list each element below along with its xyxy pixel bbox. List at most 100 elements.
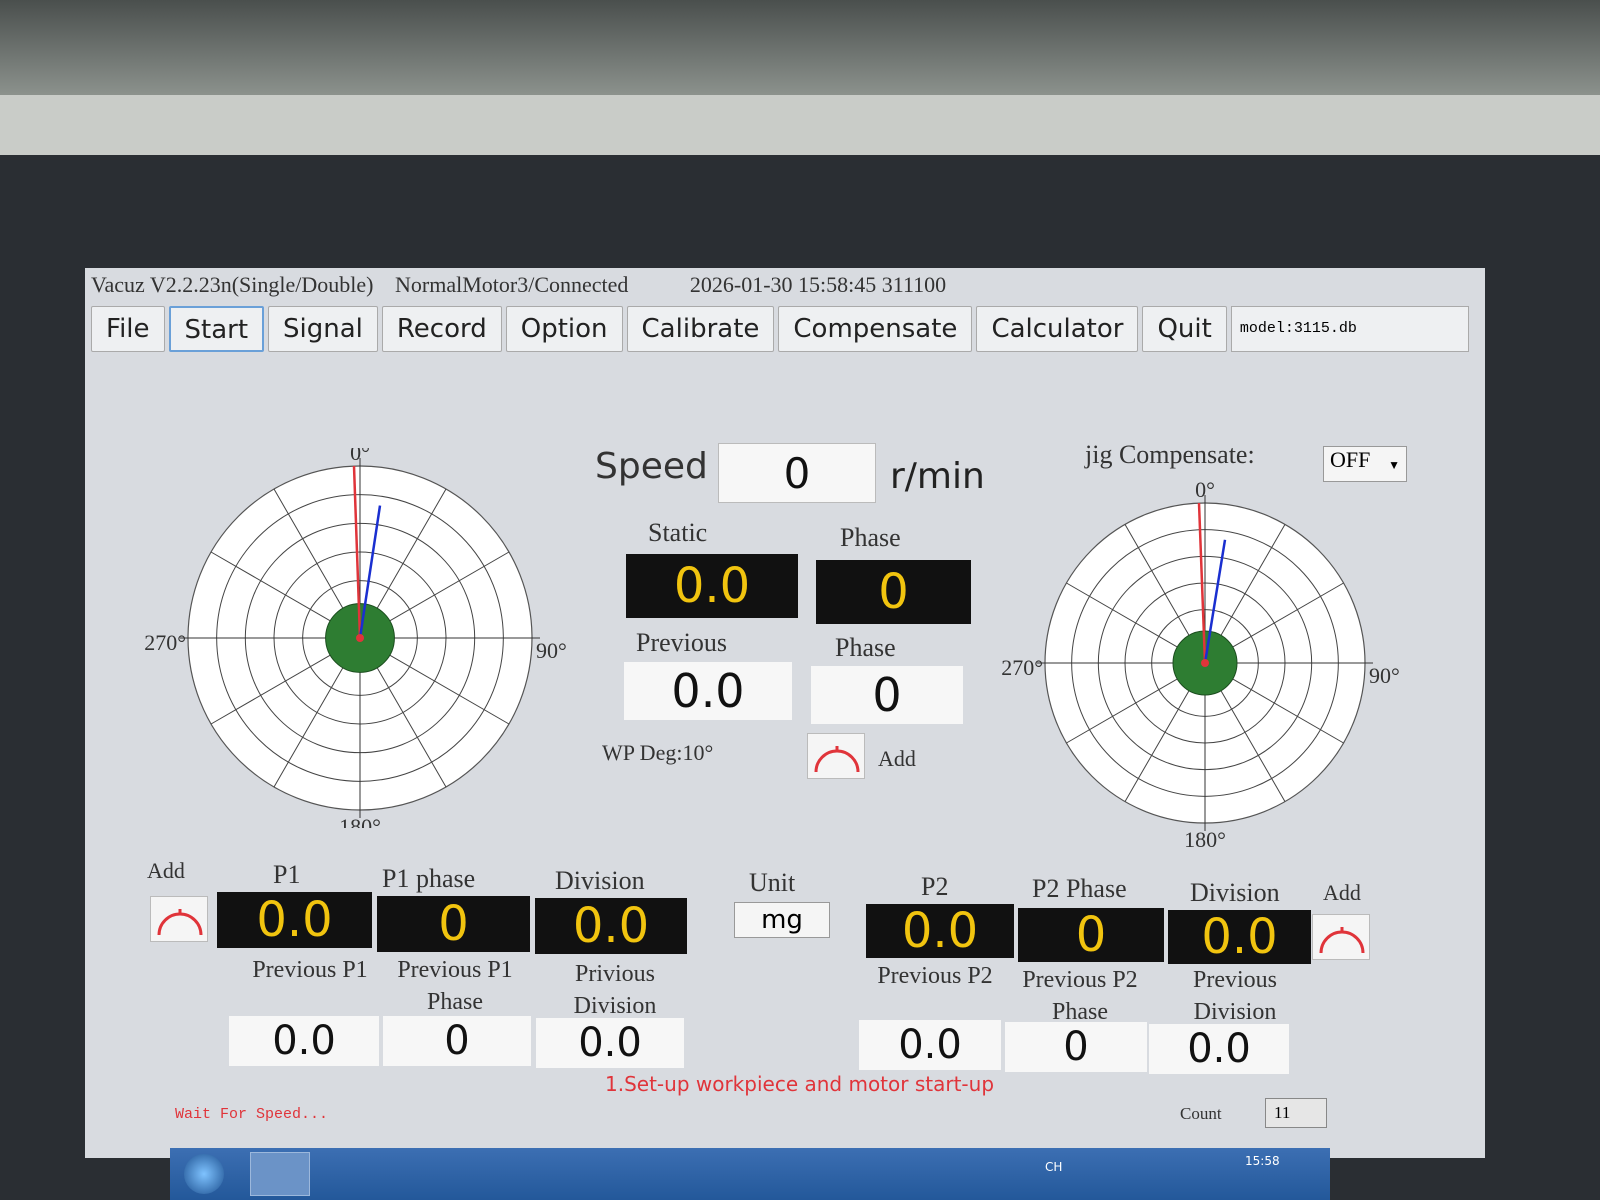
center-add-button[interactable]	[807, 733, 865, 779]
right-division-value: 0.0	[1168, 910, 1311, 964]
previous-division-label: Privious Division	[573, 961, 657, 1019]
count-field: 11	[1265, 1098, 1327, 1128]
title-bar: Vacuz V2.2.23n(Single/Double) NormalMoto…	[91, 272, 962, 298]
menu-bar: File Start Signal Record Option Calibrat…	[91, 306, 1469, 352]
polar-spoke	[1066, 582, 1183, 651]
polar-spoke	[210, 551, 336, 625]
chevron-down-icon: ▼	[1388, 458, 1400, 472]
label-0deg: 0°	[1195, 477, 1215, 502]
previous-p2-phase-label: Previous P2 Phase	[1022, 967, 1138, 1025]
phase-label: Phase	[840, 523, 901, 552]
model-field[interactable]: model:3115.db	[1230, 306, 1469, 352]
right-polar-svg: 0° 90° 180° 270°	[1001, 477, 1400, 852]
clock[interactable]: 15:58	[1245, 1154, 1280, 1168]
previous-division-value: 0.0	[536, 1018, 684, 1068]
center-add-label: Add	[878, 746, 916, 771]
division-value: 0.0	[535, 898, 687, 954]
p2-phase-label: P2 Phase	[1032, 874, 1127, 903]
file-button[interactable]: File	[91, 306, 165, 352]
taskbar: CH 15:58	[170, 1148, 1330, 1200]
language-indicator[interactable]: CH	[1045, 1160, 1063, 1174]
p1-label: P1	[273, 860, 301, 889]
label-90deg: 90°	[536, 638, 567, 663]
right-add-button[interactable]	[1312, 914, 1370, 960]
previous-p2-value: 0.0	[859, 1020, 1001, 1070]
label-270deg: 270°	[145, 630, 186, 655]
label-0deg: 0°	[350, 448, 370, 465]
status-text: Wait For Speed...	[175, 1106, 329, 1123]
previous-label: Previous	[636, 628, 727, 657]
instruction-text: 1.Set-up workpiece and motor start-up	[605, 1072, 995, 1096]
left-polar-svg: 0° 90° 180° 270°	[144, 440, 567, 839]
p1-phase-label: P1 phase	[382, 864, 476, 893]
previous-p1-phase-value: 0	[383, 1016, 531, 1066]
previous-p1-label: Previous P1	[252, 957, 368, 983]
speed-label: Speed	[595, 446, 708, 487]
calculator-button[interactable]: Calculator	[976, 306, 1139, 352]
previous-right-division-label: Previous Division	[1193, 967, 1277, 1025]
previous-phase-label: Phase	[835, 633, 896, 662]
polar-center-dot	[356, 634, 364, 642]
start-orb-icon[interactable]	[184, 1154, 224, 1194]
balance-weight-icon	[157, 909, 203, 936]
right-division-label: Division	[1190, 878, 1280, 907]
unit-label: Unit	[749, 868, 796, 897]
speed-value: 0	[718, 443, 876, 503]
monitor-bezel	[0, 95, 1600, 155]
polar-spoke	[210, 651, 336, 725]
right-polar-plot: 0° 90° 180° 270°	[990, 473, 1430, 857]
datetime: 2026-01-30 15:58:45 311100	[689, 272, 947, 297]
red-needle	[1197, 502, 1207, 664]
polar-spoke	[273, 662, 347, 788]
option-button[interactable]: Option	[505, 306, 623, 352]
jig-compensate-label: jig Compensate:	[1085, 440, 1255, 469]
polar-spoke	[384, 551, 510, 625]
wp-deg: WP Deg:10°	[602, 740, 714, 765]
label-270deg: 270°	[1001, 655, 1043, 680]
speed-unit: r/min	[890, 456, 985, 497]
quit-button[interactable]: Quit	[1142, 306, 1227, 352]
static-value: 0.0	[626, 554, 798, 618]
polar-spoke	[1227, 675, 1344, 744]
taskbar-app-button[interactable]	[250, 1152, 310, 1196]
polar-spoke	[273, 488, 347, 614]
p2-value: 0.0	[866, 904, 1014, 958]
previous-p1-phase-label: Previous P1 Phase	[397, 957, 513, 1015]
app-window: Vacuz V2.2.23n(Single/Double) NormalMoto…	[85, 268, 1485, 1158]
label-90deg: 90°	[1369, 663, 1400, 688]
left-add-button[interactable]	[150, 896, 208, 942]
polar-spoke	[1124, 524, 1193, 641]
polar-spoke	[373, 488, 447, 614]
p2-phase-value: 0	[1018, 908, 1164, 962]
record-button[interactable]: Record	[381, 306, 502, 352]
balance-weight-icon	[1319, 927, 1365, 954]
balance-weight-icon	[814, 746, 860, 773]
unit-select[interactable]: mg	[734, 902, 830, 938]
polar-spoke	[384, 651, 510, 725]
blue-needle	[1203, 539, 1227, 664]
static-label: Static	[648, 518, 708, 547]
p2-label: P2	[921, 872, 949, 901]
signal-button[interactable]: Signal	[268, 306, 378, 352]
right-add-label: Add	[1323, 880, 1361, 905]
previous-p2-phase-value: 0	[1005, 1022, 1147, 1072]
previous-p2-label: Previous P2	[877, 963, 993, 989]
jig-value: OFF	[1330, 447, 1371, 472]
phase-value: 0	[816, 560, 971, 624]
polar-spoke	[373, 662, 447, 788]
background	[0, 0, 1600, 100]
jig-compensate-select[interactable]: OFF ▼	[1323, 446, 1407, 482]
blue-needle	[358, 505, 382, 639]
previous-right-division-value: 0.0	[1149, 1024, 1289, 1074]
red-needle	[352, 465, 362, 639]
compensate-button[interactable]: Compensate	[778, 306, 973, 352]
left-polar-plot: 0° 90° 180° 270°	[144, 440, 585, 839]
polar-spoke	[1124, 685, 1193, 802]
polar-spoke	[1227, 582, 1344, 651]
polar-center-dot	[1201, 659, 1209, 667]
polar-spoke	[1217, 685, 1286, 802]
calibrate-button[interactable]: Calibrate	[626, 306, 775, 352]
p1-phase-value: 0	[377, 896, 530, 952]
start-button[interactable]: Start	[168, 306, 265, 352]
left-add-label: Add	[147, 858, 185, 883]
